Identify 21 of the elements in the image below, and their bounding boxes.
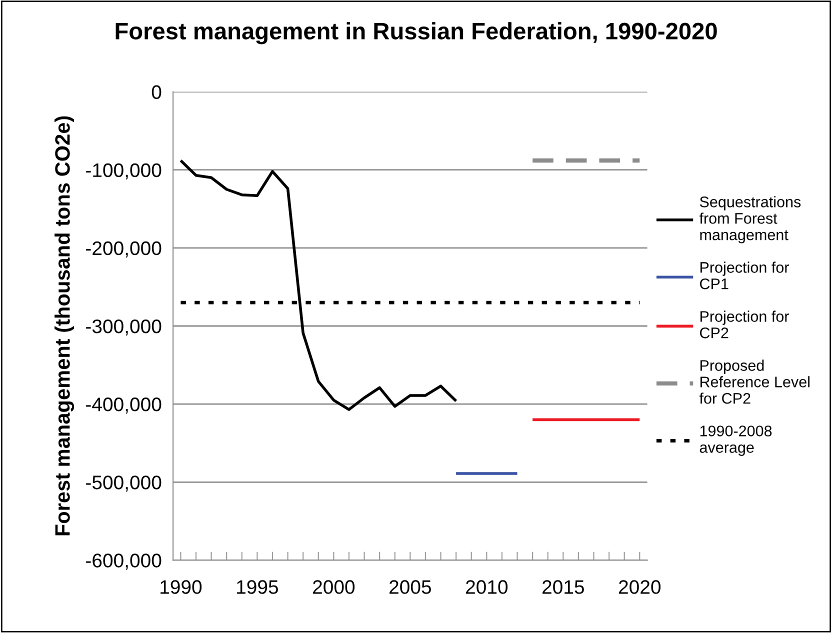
x-tick-label: 2015 [542,580,584,594]
y-tick-label: -500,000 [86,476,162,492]
x-tick-label: 1995 [237,580,278,594]
y-axis-title: Forest management (thousand tons CO2e) [54,116,74,536]
legend-label: Proposed Reference Level for CP2 [699,360,810,404]
y-tick-label: -200,000 [86,241,162,258]
x-tick-label: 2020 [619,580,661,594]
legend-label: Projection for CP2 [700,310,789,338]
x-tick-label: 1990 [160,580,202,594]
legend-label: Projection for CP1 [700,262,789,290]
y-tick-label: 0 [152,85,162,100]
legend-label: Sequestrations from Forest management [699,196,801,244]
y-tick-label: -600,000 [86,554,162,570]
y-tick-label: -300,000 [86,319,162,336]
chart-title: Forest management in Russian Federation, 1990-2020 [116,22,717,44]
x-tick-label: 2010 [466,580,508,594]
y-tick-label: -400,000 [86,398,162,414]
legend-label: 1990-2008 average [700,426,772,456]
x-tick-label: 2000 [313,580,355,594]
y-tick-label: -100,000 [86,163,162,180]
x-tick-label: 2005 [390,580,431,594]
